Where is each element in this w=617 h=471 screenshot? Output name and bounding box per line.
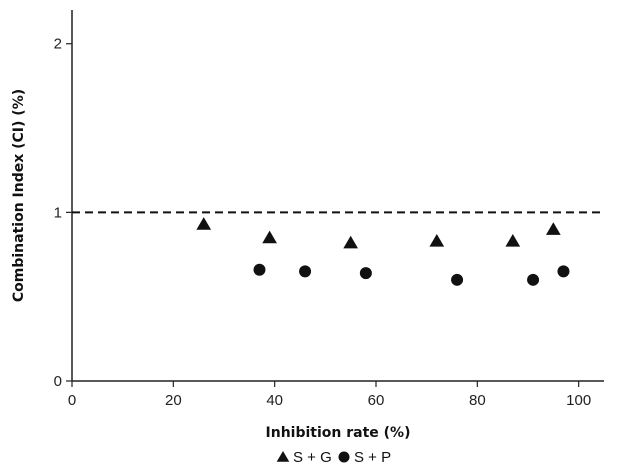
series-circle [253, 263, 570, 286]
triangle-point [545, 222, 561, 235]
x-tick-label: 80 [469, 392, 486, 409]
series-triangle [196, 217, 561, 249]
x-tick-label: 40 [266, 392, 283, 409]
triangle-point [196, 217, 212, 230]
triangle-point [262, 230, 277, 244]
y-tick-label: 0 [54, 373, 62, 390]
data-points [196, 217, 570, 286]
y-tick-label: 1 [54, 204, 62, 221]
legend-label: S + G [293, 449, 332, 466]
circle-point [451, 273, 464, 286]
y-axis-label: Combination Index (CI) (%) [11, 89, 27, 302]
x-tick-label: 20 [165, 392, 182, 409]
y-tick-label: 2 [54, 36, 62, 53]
x-tick-label: 0 [68, 392, 76, 409]
x-tick-label: 100 [566, 392, 591, 409]
x-tick-label: 60 [368, 392, 385, 409]
legend-circle-icon [338, 451, 350, 463]
axes [71, 10, 604, 382]
circle-point [299, 265, 312, 278]
circle-point [253, 263, 266, 276]
ticks: 0 20 40 60 80 100 0 1 2 [54, 36, 592, 409]
triangle-point [429, 234, 445, 247]
legend: S + G S + P [276, 449, 391, 466]
circle-point [359, 267, 372, 280]
legend-triangle-icon [276, 451, 290, 462]
triangle-point [505, 234, 521, 247]
x-axis-label: Inhibition rate (%) [266, 425, 411, 441]
circle-point [557, 265, 570, 278]
legend-label: S + P [354, 449, 391, 466]
triangle-point [343, 235, 359, 249]
circle-point [527, 273, 540, 286]
